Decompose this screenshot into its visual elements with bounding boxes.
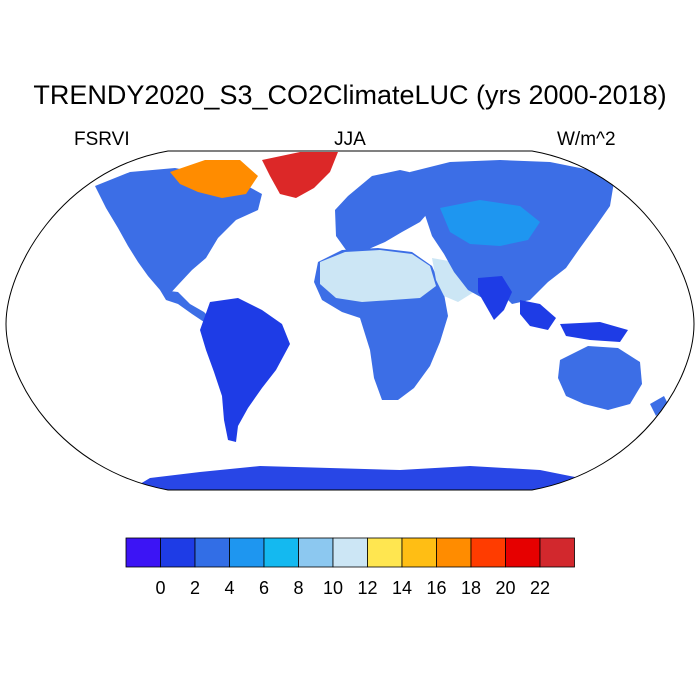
colorbar-swatch <box>470 537 506 568</box>
colorbar-tick-label: 16 <box>426 578 446 598</box>
colorbar-swatch <box>194 537 230 568</box>
australia <box>558 346 642 410</box>
colorbar-tick-label: 2 <box>190 578 200 598</box>
colorbar-tick-label: 8 <box>293 578 303 598</box>
colorbar-swatch <box>229 537 265 568</box>
south-america <box>200 298 290 442</box>
central-america <box>160 290 212 322</box>
units-label: W/m^2 <box>557 129 616 150</box>
colorbar-swatch <box>160 537 196 568</box>
colorbar-tick-label: 12 <box>357 578 377 598</box>
colorbar-tick-label: 22 <box>530 578 550 598</box>
new-zealand <box>650 396 668 416</box>
colorbar-swatch <box>298 537 334 568</box>
greenland <box>262 152 338 198</box>
southeast-asia <box>520 300 628 342</box>
north-america <box>95 168 262 296</box>
colorbar-swatch <box>401 537 437 568</box>
arabian-peninsula <box>432 258 474 302</box>
colorbar-tick-label: 20 <box>495 578 515 598</box>
antarctica <box>130 466 600 490</box>
colorbar-swatch <box>436 537 472 568</box>
colorbar: 0 2 4 6 8 10 12 14 16 18 20 22 <box>125 537 575 598</box>
map-boundary <box>5 150 695 491</box>
colorbar-tick-label: 10 <box>323 578 343 598</box>
colorbar-swatch <box>332 537 368 568</box>
central-asia-region <box>440 200 540 246</box>
colorbar-swatch <box>505 537 541 568</box>
india <box>478 276 512 320</box>
colorbar-tick-label: 6 <box>259 578 269 598</box>
colorbar-swatch <box>263 537 299 568</box>
map-land-layer <box>95 152 668 490</box>
colorbar-tick-label: 4 <box>224 578 234 598</box>
colorbar-swatch <box>367 537 403 568</box>
sahara-desert <box>320 250 436 302</box>
colorbar-tick-label: 0 <box>155 578 165 598</box>
season-label: JJA <box>334 129 366 150</box>
map-title: TRENDY2020_S3_CO2ClimateLUC (yrs 2000-20… <box>33 80 667 110</box>
variable-label: FSRVI <box>74 129 130 150</box>
colorbar-tick-label: 14 <box>392 578 412 598</box>
colorbar-tick-label: 18 <box>461 578 481 598</box>
colorbar-swatch <box>539 537 575 568</box>
colorbar-swatch <box>125 537 161 568</box>
europe <box>335 170 434 252</box>
arctic-canada <box>170 160 258 198</box>
